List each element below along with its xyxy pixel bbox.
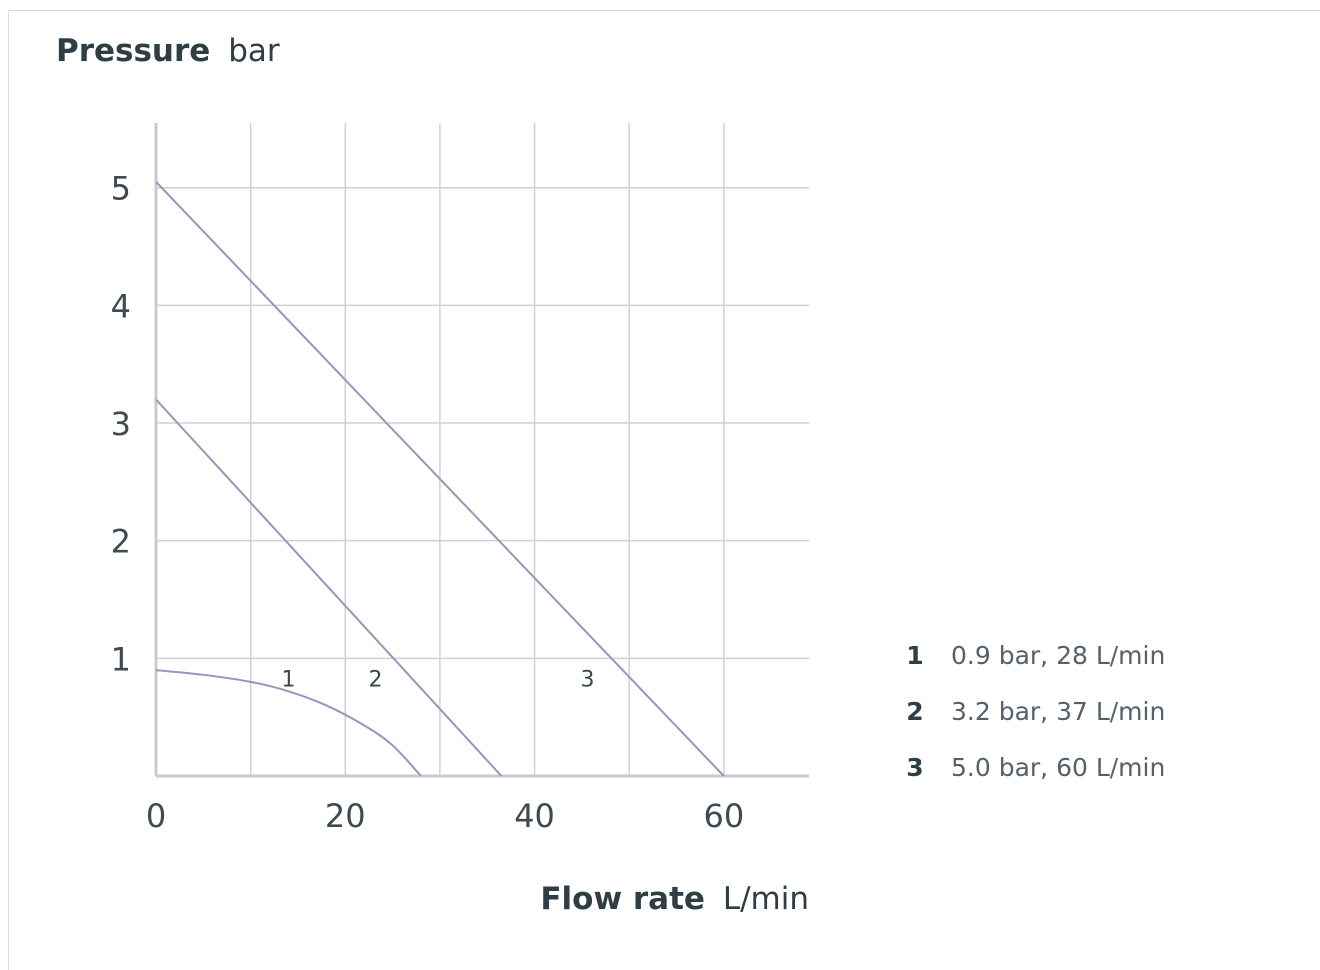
y-tick-label-1: 1 xyxy=(111,640,131,678)
y-tick-label-3: 3 xyxy=(111,405,131,443)
series-line-3 xyxy=(155,181,725,777)
curve-label-3: 3 xyxy=(581,667,595,692)
y-tick-label-4: 4 xyxy=(111,287,131,325)
legend: 1 0.9 bar, 28 L/min 2 3.2 bar, 37 L/min 3 5.0… xyxy=(906,641,1165,782)
curve-label-1: 1 xyxy=(281,667,295,692)
x-tick-label-60: 60 xyxy=(703,797,744,835)
tick-labels: 1 2 3 4 5 0 20 40 60 xyxy=(111,170,745,835)
legend-label-3: 5.0 bar, 60 L/min xyxy=(951,753,1165,782)
y-tick-label-5: 5 xyxy=(111,170,131,208)
series-line-1 xyxy=(155,669,422,777)
x-axis-title-unit: L/min xyxy=(723,881,809,917)
legend-number-3: 3 xyxy=(906,753,923,782)
legend-number-1: 1 xyxy=(906,641,923,670)
x-axis-title-bold: Flow rate xyxy=(540,881,705,917)
curve-label-2: 2 xyxy=(369,667,383,692)
x-tick-label-40: 40 xyxy=(514,797,555,835)
y-axis-title: Pressure bar xyxy=(56,33,280,69)
curve-labels: 1 2 3 xyxy=(281,667,594,692)
legend-label-1: 0.9 bar, 28 L/min xyxy=(951,641,1165,670)
series-line-2 xyxy=(155,398,503,777)
axes xyxy=(154,123,809,778)
y-axis-title-unit: bar xyxy=(228,33,280,69)
x-axis-title: Flow rate L/min xyxy=(540,881,809,917)
y-axis-title-bold: Pressure xyxy=(56,33,210,69)
legend-label-2: 3.2 bar, 37 L/min xyxy=(951,697,1165,726)
x-tick-label-0: 0 xyxy=(146,797,166,835)
chart-card: Pressure bar 1 2 3 1 2 3 4 5 0 20 40 60 Flow rate … xyxy=(8,10,1320,970)
y-tick-label-2: 2 xyxy=(111,523,131,561)
legend-number-2: 2 xyxy=(906,697,923,726)
pressure-flow-chart: Pressure bar 1 2 3 1 2 3 4 5 0 20 40 60 Flow rate … xyxy=(56,33,1165,917)
x-tick-label-20: 20 xyxy=(325,797,366,835)
series-lines xyxy=(155,181,725,777)
grid xyxy=(155,123,809,776)
